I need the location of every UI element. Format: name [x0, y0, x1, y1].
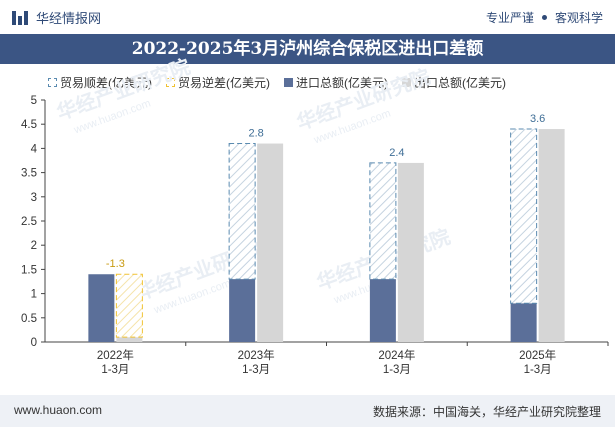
top-bar: 华经情报网 专业严谨 客观科学 — [0, 0, 615, 34]
bars: -1.3 2.8 2.4 3.6 — [88, 113, 565, 342]
balance-label: 2.8 — [248, 128, 263, 140]
x-tick-label: 1-3月 — [524, 364, 552, 376]
surplus-bar — [228, 143, 256, 280]
export-bar — [397, 162, 424, 342]
balance-label: 3.6 — [530, 113, 545, 125]
y-tick-label: 1.5 — [21, 264, 37, 276]
balance-label: -1.3 — [106, 258, 125, 270]
legend-export-label: 出口总额(亿美元) — [414, 76, 506, 90]
surplus-bar — [369, 162, 397, 280]
axes: 0 0.5 1 1.5 2 2.5 3 3.5 4 4.5 5 2022年 1-3月 2023年 1-3月 2… — [21, 95, 609, 376]
legend-deficit: 贸易逆差(亿美元) — [166, 74, 270, 91]
y-tick-label: 4 — [31, 143, 38, 155]
legend-surplus: 贸易顺差(亿美元) — [48, 74, 152, 91]
x-tick-label: 1-3月 — [242, 364, 270, 376]
surplus-bar — [510, 128, 538, 304]
legend-export: 出口总额(亿美元) — [402, 74, 506, 91]
import-bar — [510, 303, 537, 342]
y-tick-label: 1 — [31, 289, 37, 301]
brand: 华经情报网 — [12, 8, 101, 27]
y-tick-label: 2 — [31, 240, 37, 252]
y-tick-label: 2.5 — [21, 216, 37, 228]
import-bar — [88, 274, 115, 342]
y-tick-label: 3 — [31, 192, 37, 204]
x-tick-label: 2022年 — [97, 348, 134, 362]
legend-import-swatch — [284, 78, 293, 87]
import-bar — [369, 279, 396, 342]
x-tick-label: 2023年 — [238, 348, 275, 362]
y-tick-label: 3.5 — [21, 168, 37, 180]
footer: www.huaon.com 数据来源：中国海关，华经产业研究院整理 — [0, 395, 615, 427]
y-tick-label: 0.5 — [21, 313, 37, 325]
logo-icon — [12, 10, 30, 25]
export-bar — [257, 143, 284, 342]
legend-deficit-label: 贸易逆差(亿美元) — [178, 76, 270, 90]
legend-deficit-swatch — [166, 78, 175, 87]
export-bar — [116, 337, 143, 342]
y-tick-label: 5 — [31, 95, 37, 107]
x-tick-label: 2024年 — [378, 348, 415, 362]
slogan-2: 客观科学 — [554, 11, 603, 25]
legend-surplus-label: 贸易顺差(亿美元) — [60, 76, 152, 90]
chart-title: 2022-2025年3月泸州综合保税区进出口差额 — [0, 34, 615, 64]
import-bar — [229, 279, 256, 342]
footer-url: www.huaon.com — [14, 403, 103, 417]
balance-label: 2.4 — [389, 147, 404, 159]
slogan: 专业严谨 客观科学 — [486, 9, 603, 26]
export-bar — [538, 129, 565, 342]
legend-import-label: 进口总额(亿美元) — [296, 76, 388, 90]
legend-surplus-swatch — [48, 78, 57, 87]
slogan-1: 专业严谨 — [485, 11, 534, 25]
deficit-bar — [115, 273, 143, 338]
x-tick-label: 2025年 — [519, 348, 556, 362]
y-tick-label: 4.5 — [21, 119, 37, 131]
legend-import: 进口总额(亿美元) — [284, 74, 388, 91]
brand-name: 华经情报网 — [36, 11, 102, 26]
bullet-icon — [541, 15, 547, 20]
chart-legend: 贸易顺差(亿美元) 贸易逆差(亿美元) 进口总额(亿美元) 出口总额(亿美元) — [48, 74, 506, 91]
y-tick-label: 0 — [31, 337, 37, 349]
legend-export-swatch — [402, 78, 411, 87]
x-tick-label: 1-3月 — [383, 364, 411, 376]
data-source: 数据来源：中国海关，华经产业研究院整理 — [372, 405, 601, 419]
x-tick-label: 1-3月 — [101, 364, 129, 376]
